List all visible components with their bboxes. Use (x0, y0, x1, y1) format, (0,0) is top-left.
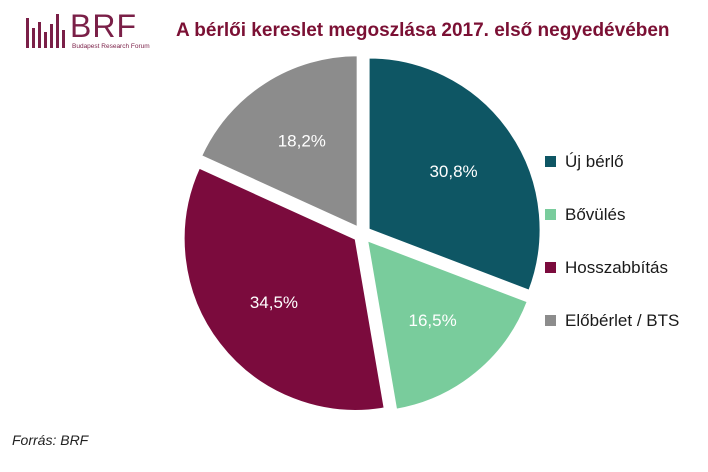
slice-label-2: 16,5% (409, 311, 457, 330)
legend-swatch-2 (545, 209, 556, 220)
legend-item-3: Hosszabbítás (545, 256, 679, 279)
legend-label-3: Hosszabbítás (565, 257, 668, 277)
slice-label-4: 18,2% (278, 131, 326, 150)
legend-swatch-4 (545, 315, 556, 326)
slice-label-3: 34,5% (250, 293, 298, 312)
logo-bars-icon (26, 14, 65, 48)
legend-swatch-3 (545, 262, 556, 273)
chart-title: A bérlői kereslet megoszlása 2017. első … (176, 20, 670, 41)
pie-slice-2 (365, 238, 530, 411)
legend-swatch-1 (545, 156, 556, 167)
legend-item-4: Előbérlet / BTS (545, 309, 679, 332)
pie-slice-4 (199, 54, 359, 229)
pie-slice-1 (367, 56, 542, 293)
slice-label-1: 30,8% (429, 162, 477, 181)
legend-item-1: Új bérlő (545, 150, 679, 173)
legend-label-4: Előbérlet / BTS (565, 310, 680, 330)
legend-item-2: Bővülés (545, 203, 679, 226)
legend: Új bérlő Bővülés Hosszabbítás Előbérlet / B… (545, 150, 679, 362)
brf-logo: BRF Budapest Research Forum (26, 8, 176, 66)
legend-label-1: Új bérlő (565, 151, 624, 171)
logo-text: BRF (70, 8, 137, 44)
pie-slice-3 (182, 166, 386, 412)
source-note: Forrás: BRF (12, 432, 89, 448)
logo-subtitle: Budapest Research Forum (72, 43, 150, 50)
legend-label-2: Bővülés (565, 204, 626, 224)
